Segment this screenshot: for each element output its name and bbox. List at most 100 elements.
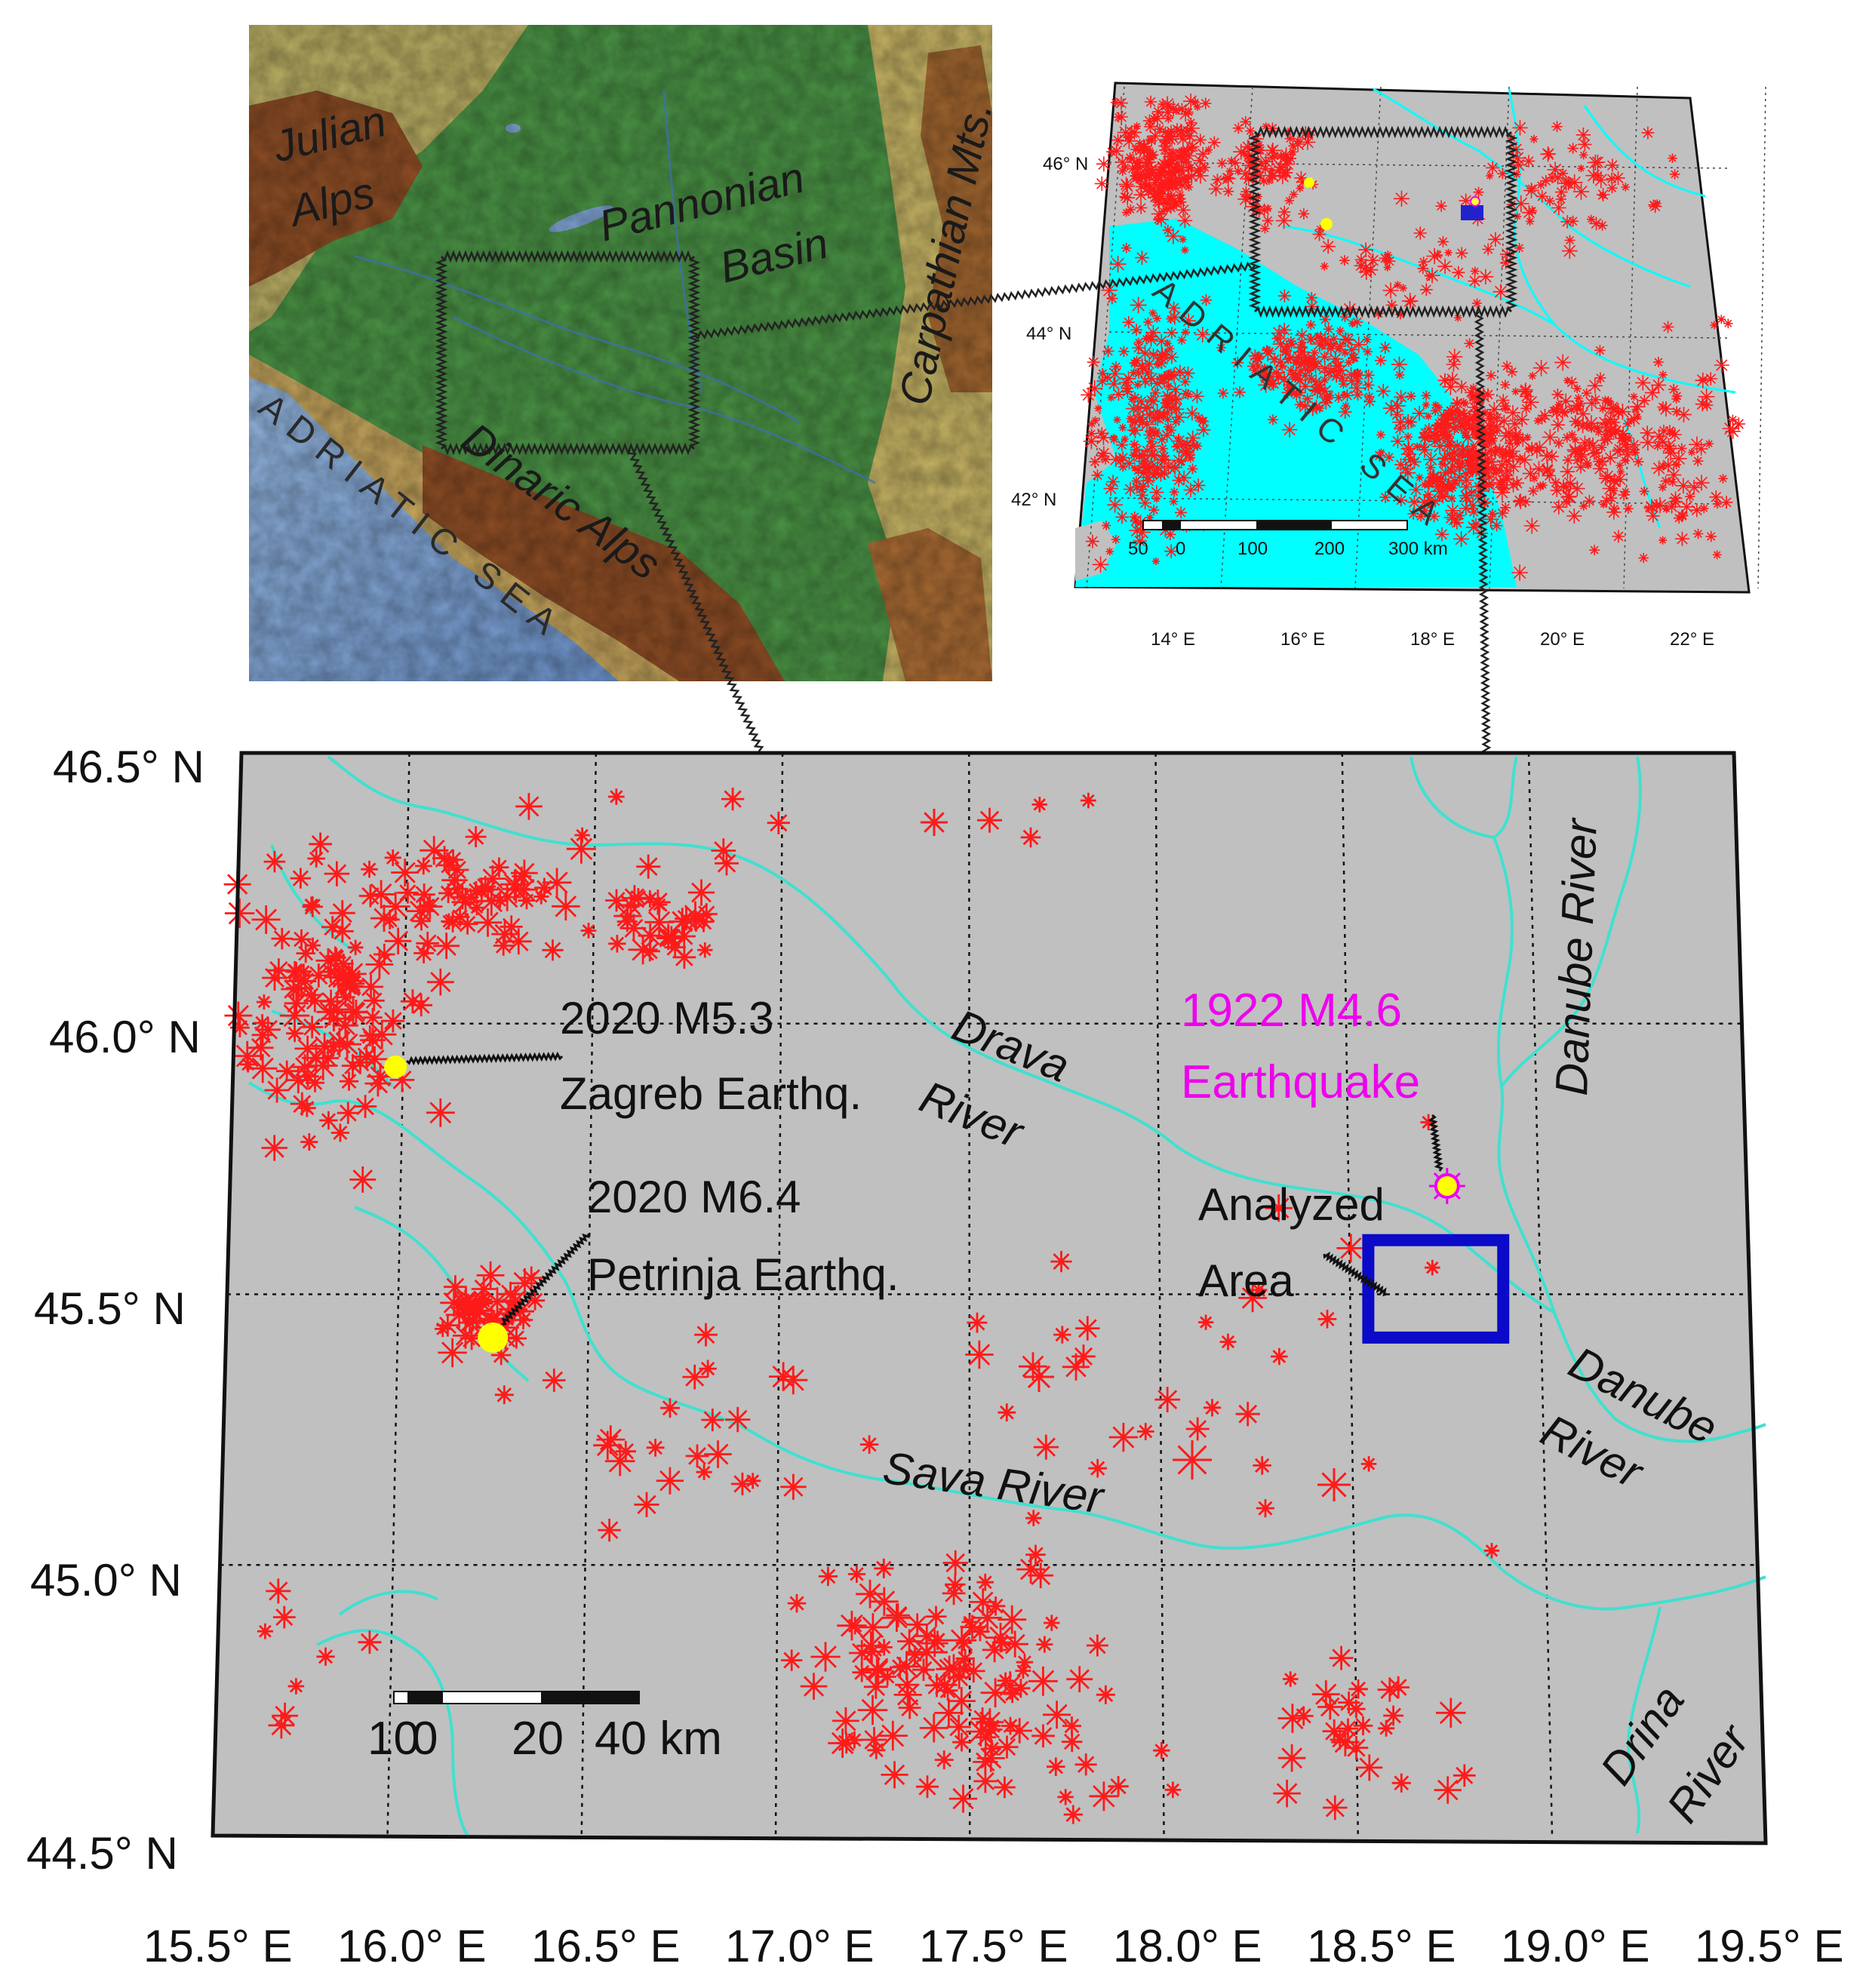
seismic-event xyxy=(1118,177,1134,192)
seismic-event xyxy=(1532,359,1550,376)
seismic-event xyxy=(358,974,383,1000)
seismic-event xyxy=(1161,392,1178,408)
seismic-event xyxy=(1136,362,1150,376)
seismic-event xyxy=(1499,401,1511,412)
seismic-event xyxy=(1148,309,1157,318)
seismic-event xyxy=(1658,462,1668,471)
seismic-event xyxy=(1584,461,1593,469)
analyzed-area-label-line2: Area xyxy=(1198,1255,1294,1306)
seismic-event xyxy=(1450,478,1460,488)
regional-lon-label: 18° E xyxy=(1410,629,1455,650)
seismic-event xyxy=(1577,164,1585,173)
seismic-event xyxy=(878,1720,908,1751)
seismic-event xyxy=(515,793,543,820)
seismic-event xyxy=(1219,1333,1237,1350)
seismic-event xyxy=(1293,1706,1314,1726)
seismic-event xyxy=(1364,392,1375,402)
seismic-event xyxy=(1092,556,1109,573)
seismic-event xyxy=(1391,434,1405,449)
seismic-event xyxy=(1133,380,1142,389)
seismic-event xyxy=(971,1707,994,1731)
seismic-event xyxy=(1560,489,1576,505)
seismic-event xyxy=(1047,1757,1065,1776)
seismic-event xyxy=(704,1440,732,1468)
seismic-event xyxy=(1108,452,1124,467)
seismic-event xyxy=(1148,504,1160,516)
seismic-event xyxy=(1150,460,1166,476)
seismic-event xyxy=(1486,161,1499,175)
seismic-event xyxy=(1431,401,1440,409)
seismic-event xyxy=(1631,404,1640,414)
seismic-event xyxy=(1437,373,1453,388)
seismic-event xyxy=(919,1713,948,1743)
seismic-event xyxy=(1612,530,1625,543)
seismic-event xyxy=(1262,214,1274,227)
seismic-event xyxy=(307,850,325,868)
seismic-event xyxy=(1177,213,1193,229)
seismic-event xyxy=(1109,256,1127,273)
seismic-event xyxy=(1500,379,1511,390)
seismic-event xyxy=(1193,441,1203,451)
seismic-event xyxy=(1148,449,1161,462)
seismic-event xyxy=(1167,459,1182,475)
seismic-event xyxy=(685,1444,709,1468)
seismic-event xyxy=(1606,401,1622,417)
seismic-event xyxy=(1536,180,1546,190)
seismic-event xyxy=(268,1712,295,1739)
seismic-event xyxy=(1278,147,1294,162)
seismic-event xyxy=(489,857,509,877)
seismic-event xyxy=(1354,253,1367,266)
seismic-event xyxy=(1200,97,1212,109)
seismic-event xyxy=(413,942,435,963)
seismic-event xyxy=(1136,181,1147,192)
seismic-event xyxy=(1185,162,1196,173)
seismic-event xyxy=(1156,371,1173,388)
regional-lon-label: 14° E xyxy=(1151,629,1195,650)
seismic-event xyxy=(1720,496,1733,509)
seismic-event xyxy=(1167,301,1181,315)
seismic-event xyxy=(1477,269,1494,284)
seismic-event xyxy=(1183,120,1200,137)
seismic-event xyxy=(1562,454,1574,466)
seismic-event xyxy=(1123,482,1138,496)
seismic-event xyxy=(859,1613,887,1642)
seismic-event xyxy=(1452,266,1465,279)
seismic-event xyxy=(1185,405,1200,421)
seismic-event xyxy=(1413,442,1422,450)
seismic-event xyxy=(1416,442,1433,458)
seismic-event xyxy=(1505,459,1521,475)
seismic-event xyxy=(542,868,572,898)
seismic-event xyxy=(1662,321,1674,333)
seismic-event xyxy=(1170,416,1182,427)
seismic-event xyxy=(1087,436,1096,446)
seismic-event xyxy=(1172,441,1182,452)
main-lon-labels: 15.5° E 16.0° E 16.5° E 17.0° E 17.5° E 18.0°… xyxy=(143,1921,1843,1971)
seismic-event xyxy=(1159,349,1171,361)
seismic-event xyxy=(977,807,1002,833)
seismic-event xyxy=(1097,367,1108,379)
seismic-event xyxy=(391,859,420,886)
seismic-event xyxy=(361,860,378,878)
danube-river-north-label: Danube River xyxy=(1546,816,1606,1096)
seismic-event xyxy=(1075,1316,1100,1341)
seismic-event xyxy=(1323,324,1334,335)
seismic-event xyxy=(1130,297,1147,314)
seismic-event xyxy=(1204,146,1213,155)
regional-lon-label: 22° E xyxy=(1670,629,1714,650)
seismic-event xyxy=(1258,175,1269,186)
seismic-event xyxy=(1153,215,1164,225)
seismic-event xyxy=(925,1605,947,1627)
seismic-event xyxy=(1171,106,1181,115)
seismic-event xyxy=(1382,255,1391,265)
regional-river xyxy=(1583,105,1706,198)
seismic-event xyxy=(1148,167,1164,183)
seismic-event xyxy=(1366,253,1381,268)
seismic-event xyxy=(305,937,321,954)
seismic-event xyxy=(598,1518,621,1542)
seismic-event xyxy=(942,1581,966,1605)
seismic-event xyxy=(948,1784,978,1813)
seismic-event xyxy=(1567,430,1577,440)
seismic-event xyxy=(435,1320,451,1338)
seismic-event xyxy=(1293,356,1310,373)
regional-lat-label: 46° N xyxy=(1043,154,1088,174)
